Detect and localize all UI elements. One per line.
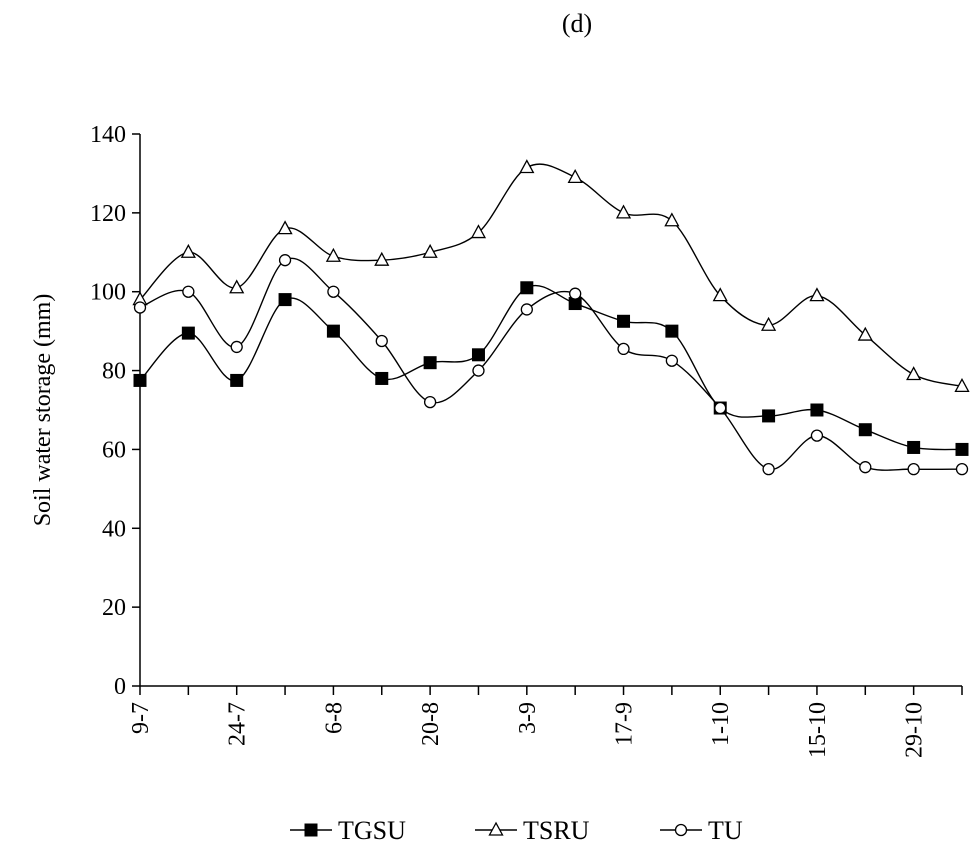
y-tick-label: 60 bbox=[102, 437, 126, 463]
data-point bbox=[760, 316, 777, 331]
data-point bbox=[810, 429, 824, 442]
data-point bbox=[712, 287, 728, 302]
x-tick-label: 3-9 bbox=[515, 702, 541, 734]
data-point bbox=[472, 364, 485, 377]
legend-marker bbox=[674, 823, 688, 837]
data-point bbox=[664, 212, 680, 227]
data-point bbox=[906, 366, 922, 381]
x-tick-label: 9-7 bbox=[128, 702, 154, 734]
series-line bbox=[139, 163, 963, 388]
legend-item-tu: TU bbox=[660, 816, 743, 845]
legend-item-tgsu: TGSU bbox=[290, 816, 406, 845]
data-point bbox=[471, 348, 485, 362]
data-point bbox=[615, 204, 632, 219]
x-tick-label: 6-8 bbox=[321, 702, 347, 734]
series-tgsu bbox=[133, 281, 969, 456]
data-point bbox=[422, 243, 438, 258]
data-point bbox=[180, 243, 196, 258]
data-point bbox=[567, 169, 583, 184]
y-tick-label: 100 bbox=[90, 280, 126, 306]
data-point bbox=[470, 224, 487, 239]
data-point bbox=[809, 287, 825, 302]
data-point bbox=[374, 251, 390, 266]
data-point bbox=[375, 334, 388, 348]
data-point bbox=[327, 285, 340, 298]
series-line bbox=[139, 285, 963, 451]
legend: TGSU TSRU TU bbox=[290, 816, 743, 845]
data-point bbox=[810, 403, 824, 417]
y-tick-label: 20 bbox=[102, 595, 126, 621]
legend-label: TSRU bbox=[523, 816, 590, 845]
y-tick-label: 40 bbox=[102, 516, 126, 542]
panel-label: (d) bbox=[562, 9, 592, 38]
legend-label: TGSU bbox=[338, 816, 406, 845]
x-tick-label: 15-10 bbox=[805, 702, 831, 758]
data-point bbox=[955, 442, 969, 456]
data-point bbox=[907, 462, 920, 476]
data-point bbox=[954, 377, 970, 392]
data-point bbox=[858, 423, 872, 437]
data-point bbox=[181, 326, 195, 340]
x-tick-label: 24-7 bbox=[225, 702, 251, 746]
data-point bbox=[665, 354, 679, 367]
data-point bbox=[617, 314, 631, 328]
data-point bbox=[423, 356, 437, 370]
y-tick-label: 140 bbox=[90, 122, 126, 148]
x-axis-ticks: 9-7 24-7 6-8 20-8 3-9 17-9 1-10 15-10 29-10 bbox=[128, 686, 963, 758]
y-tick-label: 120 bbox=[90, 201, 126, 227]
data-point bbox=[325, 247, 342, 262]
x-tick-label: 1-10 bbox=[708, 702, 734, 746]
series-layer bbox=[132, 159, 970, 476]
data-point bbox=[617, 342, 630, 356]
data-point bbox=[133, 373, 147, 387]
legend-marker bbox=[488, 821, 504, 836]
data-point bbox=[907, 440, 921, 454]
data-point bbox=[520, 303, 533, 316]
data-point bbox=[520, 281, 534, 295]
data-point bbox=[278, 254, 292, 267]
x-tick-label: 29-10 bbox=[902, 702, 928, 758]
data-point bbox=[665, 324, 679, 338]
data-point bbox=[375, 371, 389, 385]
x-tick-label: 20-8 bbox=[418, 702, 444, 746]
data-point bbox=[762, 462, 775, 476]
plot-area: 0 20 40 60 80 100 120 140 9-7 24-7 6-8 20-8 3-9 17-9… bbox=[90, 122, 970, 758]
data-point bbox=[423, 395, 437, 409]
data-point bbox=[859, 461, 872, 474]
data-point bbox=[857, 326, 873, 341]
data-point bbox=[326, 324, 340, 338]
data-point bbox=[762, 409, 776, 423]
series-tu bbox=[133, 254, 969, 476]
y-tick-label: 80 bbox=[102, 359, 126, 385]
data-point bbox=[230, 340, 243, 354]
y-tick-label: 0 bbox=[114, 674, 126, 700]
data-point bbox=[955, 462, 969, 476]
data-point bbox=[278, 293, 292, 307]
data-point bbox=[133, 301, 147, 314]
legend-item-tsru: TSRU bbox=[475, 816, 590, 845]
data-point bbox=[714, 401, 727, 415]
legend-marker bbox=[304, 823, 318, 837]
series-tsru bbox=[132, 159, 970, 392]
y-axis-ticks: 0 20 40 60 80 100 120 140 bbox=[90, 122, 140, 700]
data-point bbox=[182, 285, 195, 298]
data-point bbox=[277, 220, 293, 235]
data-point bbox=[230, 373, 244, 387]
data-point bbox=[519, 159, 535, 174]
data-point bbox=[569, 287, 582, 300]
x-tick-label: 17-9 bbox=[612, 702, 638, 746]
legend-label: TU bbox=[708, 816, 743, 845]
y-axis-title: Soil water storage (mm) bbox=[30, 294, 56, 527]
data-point bbox=[229, 279, 245, 294]
